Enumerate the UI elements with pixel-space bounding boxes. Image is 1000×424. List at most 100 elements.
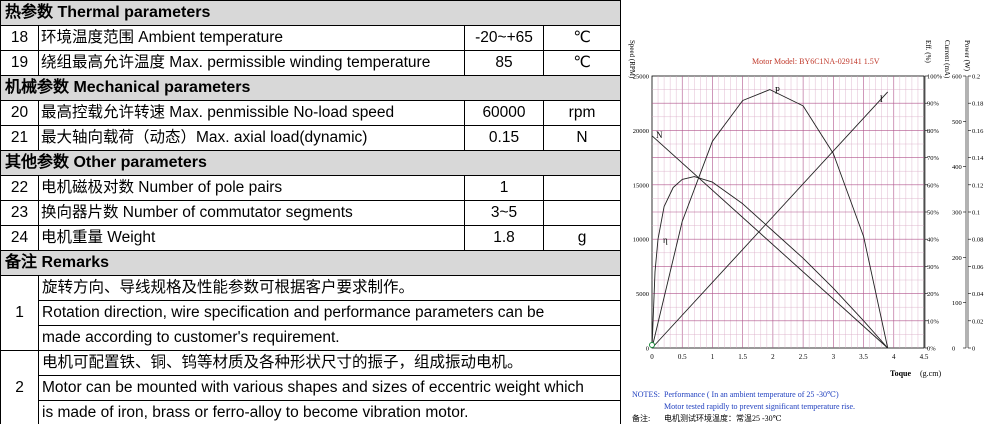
row-value: 1 (464, 175, 544, 201)
eff-tick-label: 50% (927, 210, 940, 217)
series-line-P (651, 89, 889, 349)
row-label: 最大轴向载荷（动态）Max. axial load(dynamic) (38, 125, 465, 151)
row-label: 电机磁极对数 Number of pole pairs (38, 175, 465, 201)
row-number: 22 (0, 175, 39, 201)
x-tick-label: 2 (771, 353, 775, 361)
row-label: 电机重量 Weight (38, 225, 465, 251)
row-label: 绕组最高允许温度 Max. permissible winding temper… (38, 50, 465, 76)
current-axis-title: Current (mA) (943, 40, 951, 79)
row-number: 20 (0, 100, 39, 126)
power-tick-label: 0.12 (972, 182, 983, 189)
notes-label: NOTES: (632, 390, 660, 399)
chart-grid (651, 75, 925, 349)
row-label: 换向器片数 Number of commutator segments (38, 200, 465, 226)
table-row: 23 换向器片数 Number of commutator segments 3~5 (0, 200, 622, 226)
remark-text: is made of iron, brass or ferro-alloy to… (37, 400, 622, 424)
row-label: 最高控载允许转速 Max. penmissible No-load speed (38, 100, 465, 126)
speed-tick-label: 0 (646, 346, 649, 353)
speed-tick-label: 5000 (636, 291, 649, 298)
eff-tick-label: 90% (927, 101, 940, 108)
series-label-η: η (663, 235, 668, 245)
section-header-other: 其他参数 Other parameters (0, 150, 622, 176)
x-tick-label: 4.5 (920, 353, 929, 361)
remark-text: Motor can be mounted with various shapes… (37, 375, 622, 401)
remark-number: 1 (0, 275, 39, 351)
chart-series: N I Pη (649, 86, 889, 349)
x-axis-label: Toque (890, 369, 912, 378)
eff-tick-label: 40% (927, 237, 940, 244)
power-tick-label: 0.02 (972, 318, 983, 325)
power-tick-label: 0 (972, 346, 975, 353)
series-line-η (651, 176, 889, 349)
x-tick-label: 2.5 (799, 353, 808, 361)
current-tick-label: 400 (952, 164, 962, 171)
speed-tick-label: 15000 (633, 182, 649, 189)
x-tick-label: 1 (711, 353, 715, 361)
section-header-remarks: 备注 Remarks (0, 250, 622, 276)
speed-tick-label: 10000 (633, 237, 649, 244)
table-row: 24 电机重量 Weight 1.8 g (0, 225, 622, 251)
speed-axis-title: Speed (RPM) (628, 40, 636, 79)
power-tick-label: 0.14 (972, 155, 984, 162)
x-tick-label: 3.5 (859, 353, 868, 361)
notes-line-1: Performance ( In an ambient temperature … (664, 390, 839, 399)
eff-tick-label: 20% (927, 291, 940, 298)
x-tick-label: 3 (832, 353, 836, 361)
row-unit (542, 200, 622, 226)
speed-tick-label: 20000 (633, 128, 649, 135)
spec-table: 热参数 Thermal parameters 18 环境温度范围 Ambient t… (0, 0, 622, 424)
eff-tick-label: 0% (927, 346, 936, 353)
remark-text: Rotation direction, wire specification a… (37, 300, 622, 326)
remark-row: Motor can be mounted with various shapes… (1, 375, 622, 401)
current-tick-label: 300 (952, 210, 962, 217)
remark-row: is made of iron, brass or ferro-alloy to… (1, 400, 622, 424)
row-number: 21 (0, 125, 39, 151)
remark-row: 2 电机可配置铁、铜、钨等材质及各种形状尺寸的振子，组成振动电机。 (0, 350, 622, 424)
current-tick-label: 0 (952, 346, 955, 353)
speed-tick-label: 25000 (633, 74, 649, 81)
series-line-N (651, 135, 889, 349)
row-unit: ℃ (542, 25, 622, 51)
x-tick-label: 4 (892, 353, 896, 361)
power-tick-label: 0.18 (972, 101, 983, 108)
power-tick-label: 0.16 (972, 128, 984, 135)
row-unit: N (542, 125, 622, 151)
row-unit: rpm (542, 100, 622, 126)
table-row: 22 电机磁极对数 Number of pole pairs 1 (0, 175, 622, 201)
remark-text: 旋转方向、导线规格及性能参数可根据客户要求制作。 (37, 275, 622, 301)
row-value: 3~5 (464, 200, 544, 226)
section-title: 机械参数 Mechanical parameters (0, 75, 622, 101)
row-value: 1.8 (464, 225, 544, 251)
power-tick-label: 0.08 (972, 237, 983, 244)
eff-tick-label: 80% (927, 128, 940, 135)
x-tick-label: 0 (650, 353, 654, 361)
chart-axes: 0 0.5 1 1.5 2 2.5 3 3.5 4 4.505000100001500020000… (628, 40, 984, 361)
eff-tick-label: 100% (927, 74, 943, 81)
section-title: 热参数 Thermal parameters (0, 0, 622, 26)
row-unit: g (542, 225, 622, 251)
series-label-I: I (880, 94, 883, 104)
section-header-mechanical: 机械参数 Mechanical parameters (0, 75, 622, 101)
remark-text: made according to customer's requirement… (37, 325, 622, 351)
x-tick-label: 0.5 (678, 353, 687, 361)
table-row: 19 绕组最高允许温度 Max. permissible winding temp… (0, 50, 622, 76)
series-label-P: P (775, 86, 780, 96)
power-tick-label: 0.2 (972, 74, 980, 81)
power-tick-label: 0.04 (972, 291, 984, 298)
section-title: 备注 Remarks (0, 250, 622, 276)
row-value: -20~+65 (464, 25, 544, 51)
notes-cn-label: 备注: (632, 413, 650, 423)
notes-cn-text: 电机测试环境温度：常温25 -30℃ (664, 413, 782, 423)
remark-row: 1 旋转方向、导线规格及性能参数可根据客户要求制作。 (0, 275, 622, 351)
row-number: 19 (0, 50, 39, 76)
current-tick-label: 600 (952, 74, 962, 81)
row-value: 0.15 (464, 125, 544, 151)
row-number: 18 (0, 25, 39, 51)
row-number: 23 (0, 200, 39, 226)
row-value: 60000 (464, 100, 544, 126)
eff-tick-label: 30% (927, 264, 940, 271)
remark-row: made according to customer's requirement… (1, 325, 622, 351)
origin-marker (649, 342, 655, 348)
row-unit: ℃ (542, 50, 622, 76)
power-tick-label: 0.06 (972, 264, 984, 271)
